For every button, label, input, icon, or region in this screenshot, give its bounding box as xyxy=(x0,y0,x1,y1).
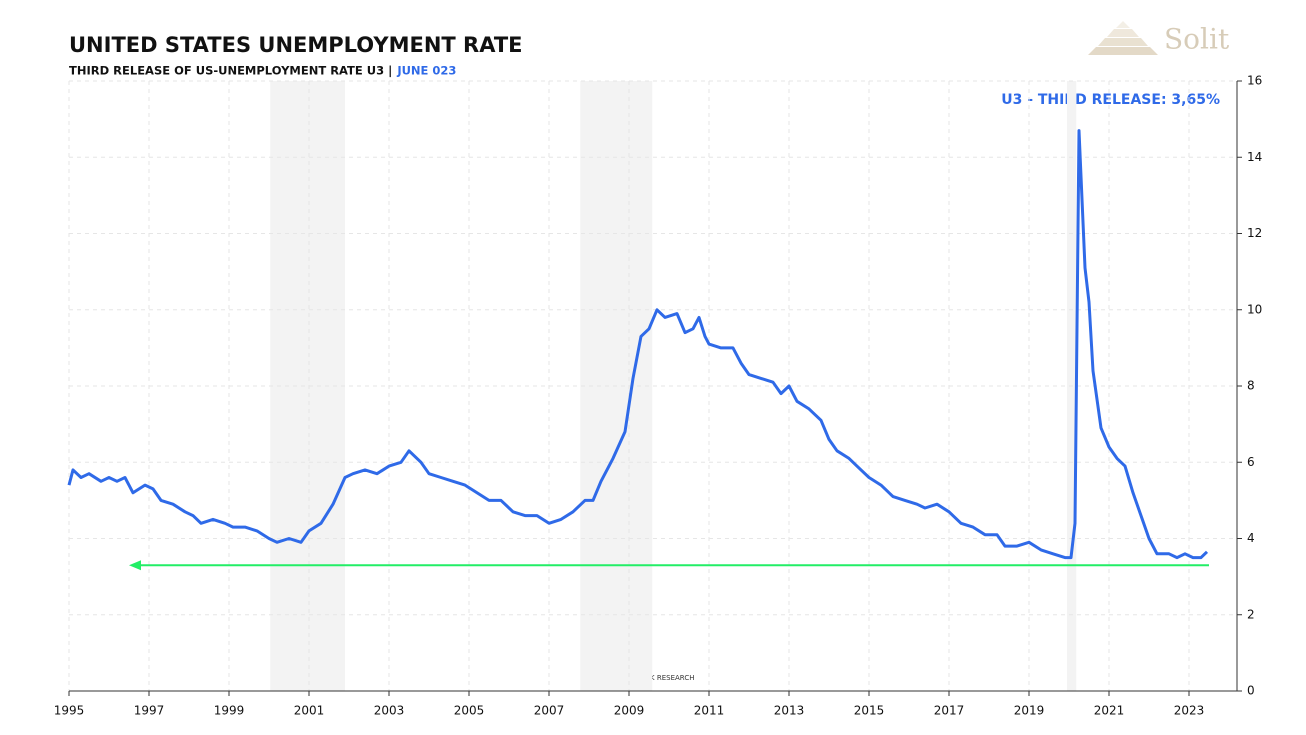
chart-subtitle-highlight: JUNE 023 xyxy=(396,64,456,78)
chart-title: UNITED STATES UNEMPLOYMENT RATE xyxy=(69,33,523,57)
logo: Solit xyxy=(1088,21,1230,56)
logo-text: Solit xyxy=(1164,23,1230,56)
y-tick-label: 4 xyxy=(1247,531,1255,545)
watermark: BLASCHZOK RESEARCH xyxy=(612,674,695,682)
x-tick-label: 2023 xyxy=(1174,704,1205,718)
y-tick-label: 14 xyxy=(1247,150,1262,164)
series-line xyxy=(67,129,1209,560)
x-tick-label: 2011 xyxy=(694,704,725,718)
x-tick-label: 2017 xyxy=(934,704,965,718)
x-tick-label: 2001 xyxy=(294,704,325,718)
x-tick-label: 2009 xyxy=(614,704,645,718)
x-tick-label: 2013 xyxy=(774,704,805,718)
y-tick-label: 16 xyxy=(1247,74,1262,88)
x-tick-label: 2003 xyxy=(374,704,405,718)
x-tick-label: 2021 xyxy=(1094,704,1125,718)
y-tick-label: 2 xyxy=(1247,607,1255,621)
x-tick-label: 2015 xyxy=(854,704,885,718)
reference-arrowhead xyxy=(129,560,141,571)
y-tick-label: 8 xyxy=(1247,379,1255,393)
y-tick-label: 0 xyxy=(1247,684,1255,698)
x-tick-label: 2019 xyxy=(1014,704,1045,718)
recession-band xyxy=(270,81,345,691)
y-tick-label: 6 xyxy=(1247,455,1255,469)
chart-subtitle: THIRD RELEASE OF US-UNEMPLOYMENT RATE U3… xyxy=(69,64,392,78)
x-tick-label: 2005 xyxy=(454,704,485,718)
annotation: U3 - THIRD RELEASE: 3,65% xyxy=(1001,92,1220,108)
x-tick-label: 1995 xyxy=(54,704,85,718)
x-tick-label: 1997 xyxy=(134,704,165,718)
x-tick-label: 1999 xyxy=(214,704,245,718)
x-tick-label: 2007 xyxy=(534,704,565,718)
y-tick-label: 12 xyxy=(1247,226,1262,240)
y-tick-label: 10 xyxy=(1247,302,1262,316)
